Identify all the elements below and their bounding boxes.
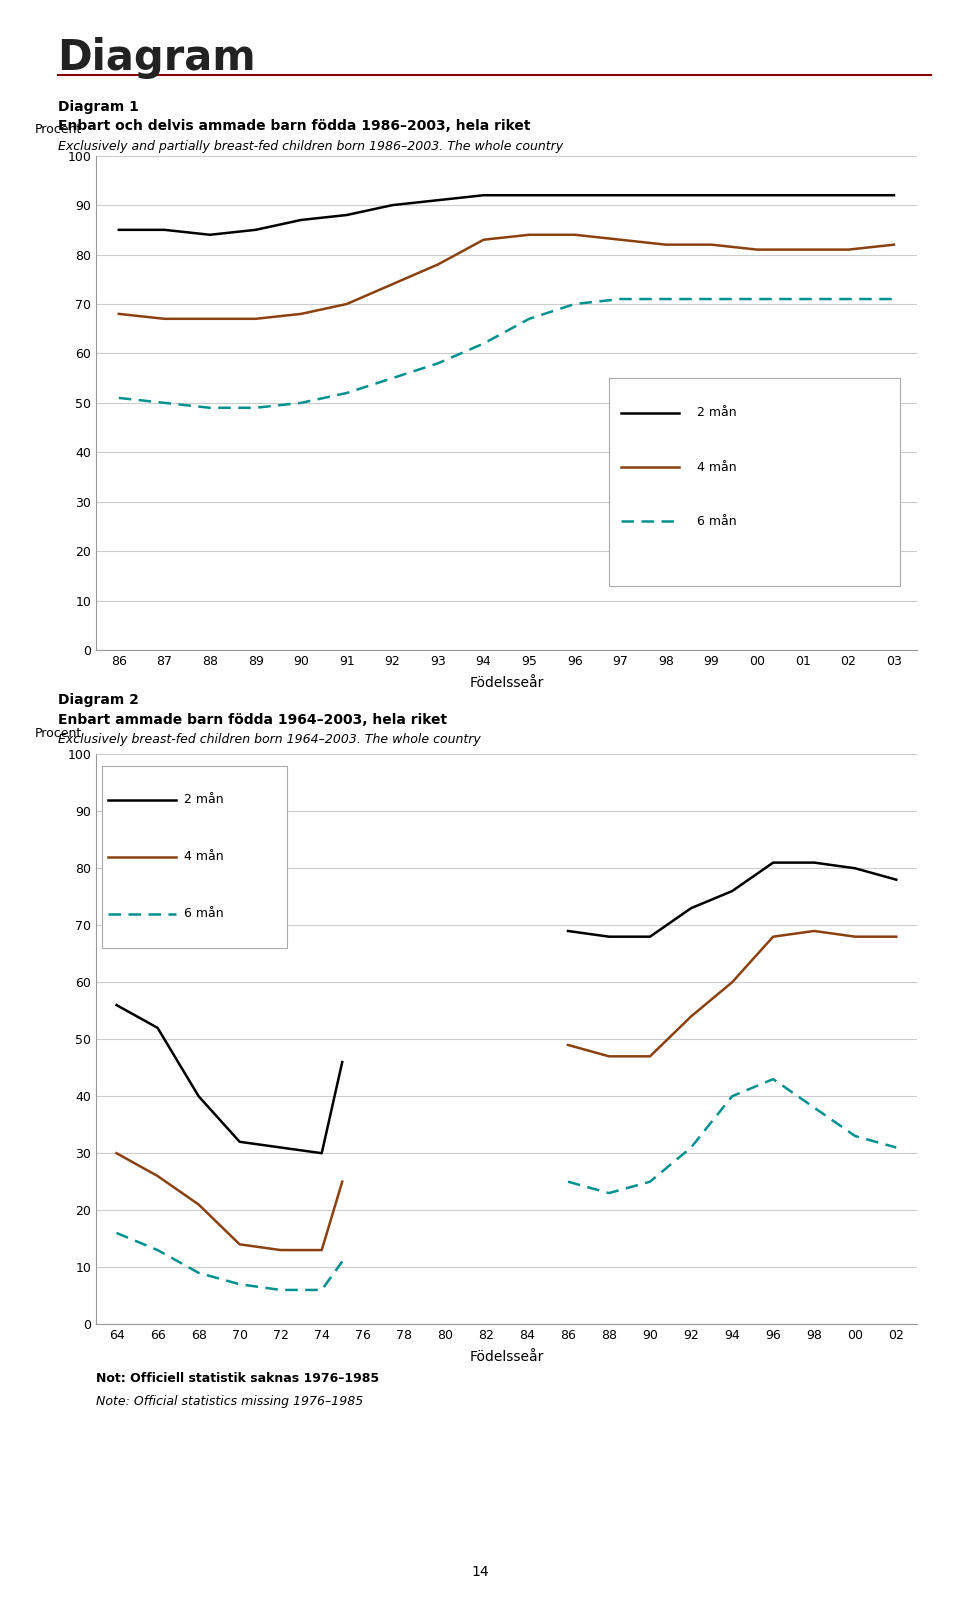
Text: 6 mån: 6 mån [184, 907, 224, 920]
Text: Procent: Procent [35, 727, 82, 740]
FancyBboxPatch shape [102, 766, 287, 949]
Text: Diagram: Diagram [58, 37, 256, 79]
Text: Diagram 1: Diagram 1 [58, 100, 138, 114]
Text: Enbart ammade barn födda 1964–2003, hela riket: Enbart ammade barn födda 1964–2003, hela… [58, 713, 446, 727]
Text: Exclusively and partially breast-fed children born 1986–2003. The whole country: Exclusively and partially breast-fed chi… [58, 140, 563, 152]
Text: Procent: Procent [35, 124, 82, 136]
Text: 14: 14 [471, 1565, 489, 1579]
X-axis label: Födelsseår: Födelsseår [469, 1350, 543, 1364]
Text: 2 mån: 2 mån [184, 793, 224, 806]
Text: 6 mån: 6 mån [697, 515, 736, 528]
Text: 4 mån: 4 mån [697, 461, 736, 473]
Text: 2 mån: 2 mån [697, 406, 736, 419]
Text: Enbart och delvis ammade barn födda 1986–2003, hela riket: Enbart och delvis ammade barn födda 1986… [58, 119, 530, 133]
Text: Not: Officiell statistik saknas 1976–1985: Not: Officiell statistik saknas 1976–198… [96, 1372, 379, 1385]
FancyBboxPatch shape [609, 379, 900, 586]
Text: 4 mån: 4 mån [184, 851, 224, 863]
Text: Diagram 2: Diagram 2 [58, 693, 138, 708]
X-axis label: Födelsseår: Födelsseår [469, 676, 543, 690]
Text: Note: Official statistics missing 1976–1985: Note: Official statistics missing 1976–1… [96, 1395, 363, 1408]
Text: Exclusively breast-fed children born 1964–2003. The whole country: Exclusively breast-fed children born 196… [58, 733, 480, 746]
